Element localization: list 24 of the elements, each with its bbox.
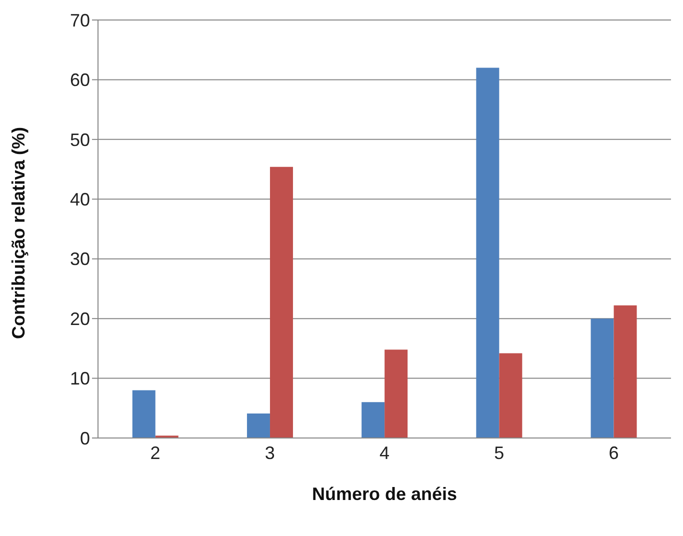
x-tick-label: 4 — [379, 442, 390, 463]
bar — [499, 353, 522, 438]
bar — [246, 414, 270, 438]
y-tick-label: 30 — [70, 249, 90, 270]
bar — [362, 402, 385, 438]
y-tick-label: 50 — [70, 130, 90, 150]
x-tick-label: 3 — [264, 442, 275, 463]
bar — [476, 68, 500, 438]
y-tick-label: 0 — [80, 428, 90, 448]
bar — [590, 318, 614, 438]
bar — [384, 350, 408, 438]
y-tick-label: 70 — [70, 10, 90, 30]
x-tick-label: 2 — [150, 442, 160, 463]
y-axis-title: Contribuição relativa (%) — [8, 126, 28, 339]
bar — [614, 305, 637, 438]
y-tick-label: 20 — [70, 308, 90, 329]
y-tick-label: 60 — [70, 70, 90, 90]
x-tick-label: 6 — [608, 442, 619, 463]
y-tick-label: 10 — [70, 368, 90, 389]
x-tick-label: 5 — [494, 442, 504, 463]
x-axis-title: Número de anéis — [312, 484, 458, 504]
y-tick-label: 40 — [70, 190, 90, 210]
bar — [132, 390, 156, 438]
bar — [270, 166, 293, 438]
